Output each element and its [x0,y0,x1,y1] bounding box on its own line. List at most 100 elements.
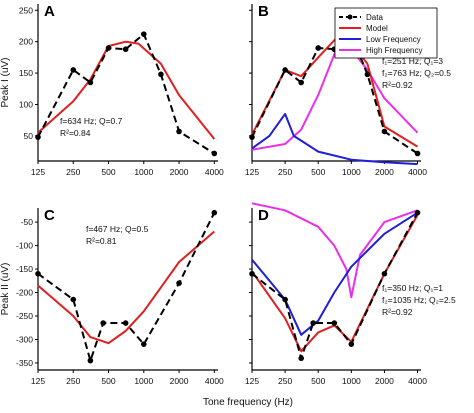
x-tick-label: 2000 [375,376,394,386]
data-point [140,341,147,347]
data-point [310,320,316,326]
legend-label-data: Data [366,13,383,22]
data-point [87,79,94,86]
x-tick-label: 1000 [134,167,153,177]
data-point [298,355,304,362]
data-point [35,134,41,140]
data-point [249,270,255,277]
data-point [249,134,255,140]
panel-letter: B [258,3,269,20]
legend-marker [347,14,353,20]
x-axis-title: Tone frequency (Hz) [203,397,293,408]
data-point [381,270,388,277]
x-tick-label: 2000 [170,376,189,386]
x-tick-label: 2000 [170,167,189,177]
series-line-data [37,212,216,362]
x-tick-label: 500 [311,167,325,177]
panel-c: 125 250 500 1000 2000 4000 -50 -100 -150 -200 -250… [0,207,224,386]
annotation-text: R²=0.92 [382,80,413,90]
data-point [87,357,94,364]
data-point [381,128,388,135]
data-point [331,320,338,326]
legend-label-high: High Frequency [366,46,422,55]
y-tick-label: 100 [19,99,33,109]
data-point [70,67,77,73]
annotation-text: f=467 Hz; Q=0.5 [86,224,149,234]
y-tick-label: -300 [16,334,33,344]
x-tick-label: 250 [66,167,80,177]
series-line-high [251,202,418,299]
data-point [158,71,164,78]
data-point [414,209,421,216]
panel-letter: D [258,207,269,224]
x-tick-label: 125 [31,376,45,386]
data-point [100,320,106,326]
series-line-model [37,230,215,345]
x-tick-label: 4000 [205,376,224,386]
data-point [364,71,371,78]
data-point [348,341,355,347]
x-tick-label: 500 [101,376,115,386]
x-tick-label: 250 [278,376,292,386]
data-point [176,280,182,286]
x-tick-label: 2000 [375,167,394,177]
legend-label-model: Model [366,24,388,33]
data-point [414,150,421,157]
panel-b: 125 250 500 1000 2000 4000 Bf₁=251 Hz; Q₁=3 f₂=… [245,3,451,177]
annotation-text: f₁=251 Hz; Q₁=3 [382,56,443,66]
data-point [140,31,147,37]
x-tick-label: 125 [245,376,259,386]
series-line-model [37,40,216,140]
x-tick-label: 250 [66,376,80,386]
data-point [298,79,304,86]
y-tick-label: -250 [16,311,33,321]
series-line-data [37,33,215,155]
x-tick-label: 1000 [134,376,153,386]
y-axis-title: Peak I (uV) [0,57,11,107]
annotation-text: R²=0.81 [86,236,117,246]
data-point [315,45,322,51]
annotation-text: R²=0.92 [382,307,413,317]
y-axis-title: Peak II (uV) [0,263,11,316]
y-tick-label: -150 [16,264,33,274]
x-tick-label: 4000 [408,376,427,386]
series-line-low [251,211,419,336]
x-tick-label: 1000 [342,167,361,177]
annotation-text: R²=0.84 [60,128,91,138]
y-tick-label: -100 [16,241,33,251]
annotation-text: f₂=763 Hz; Q₂=0.5 [382,68,451,78]
y-tick-label: 200 [19,37,33,47]
data-point [70,296,77,303]
annotation-text: f=634 Hz; Q=0.7 [60,116,123,126]
data-point [211,150,218,157]
data-point [211,209,218,216]
data-point [282,296,288,303]
annotation-text: f₁=350 Hz; Q₁=1 [382,283,443,293]
x-tick-label: 4000 [408,167,427,177]
data-point [176,128,182,135]
legend-label-low: Low Frequency [366,35,421,44]
panel-a: 125 250 500 1000 2000 4000 50 100 150 200 250 Peak … [0,3,224,177]
data-point [105,45,112,51]
series-line-data [251,212,419,360]
x-tick-label: 500 [311,376,325,386]
x-tick-label: 4000 [205,167,224,177]
legend: Data Model Low Frequency High Frequency [334,7,438,59]
data-point [122,46,129,53]
x-tick-label: 1000 [342,376,361,386]
x-tick-label: 125 [245,167,259,177]
data-point [282,67,288,73]
y-tick-label: 150 [19,68,33,78]
panel-letter: A [44,3,55,20]
x-tick-label: 500 [101,167,115,177]
y-tick-label: -200 [16,288,33,298]
y-tick-label: -350 [16,358,33,368]
panel-letter: C [44,207,55,224]
y-tick-label: -50 [21,217,34,227]
data-point [35,270,41,277]
x-tick-label: 125 [31,167,45,177]
y-tick-label: 250 [19,5,33,15]
series-line-low [251,112,418,166]
y-tick-label: 50 [24,131,34,141]
